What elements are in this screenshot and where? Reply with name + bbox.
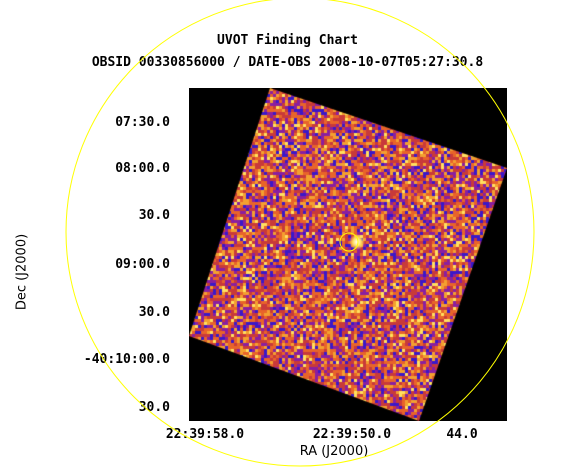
- chart-title: UVOT Finding Chart: [217, 33, 358, 48]
- uvot-sky-image: [189, 88, 507, 421]
- y-tick-label: 30.0: [138, 208, 170, 223]
- x-tick-label: 44.0: [446, 427, 478, 442]
- x-tick-label: 22:39:50.0: [312, 427, 392, 442]
- y-tick-label: 08:00.0: [115, 161, 170, 176]
- chart-subtitle: OBSID 00330856000 / DATE-OBS 2008-10-07T…: [91, 55, 484, 70]
- y-tick-label: 30.0: [138, 305, 170, 320]
- y-tick-label: -40:10:00.0: [83, 352, 170, 367]
- y-axis-label: Dec (J2000): [14, 233, 30, 311]
- y-tick-label: 30.0: [138, 400, 170, 415]
- x-tick-label: 22:39:58.0: [165, 427, 245, 442]
- y-tick-label: 07:30.0: [115, 115, 170, 130]
- sky-image-plot: [189, 88, 507, 421]
- x-axis-label: RA (J2000): [299, 444, 369, 459]
- y-tick-label: 09:00.0: [115, 257, 170, 272]
